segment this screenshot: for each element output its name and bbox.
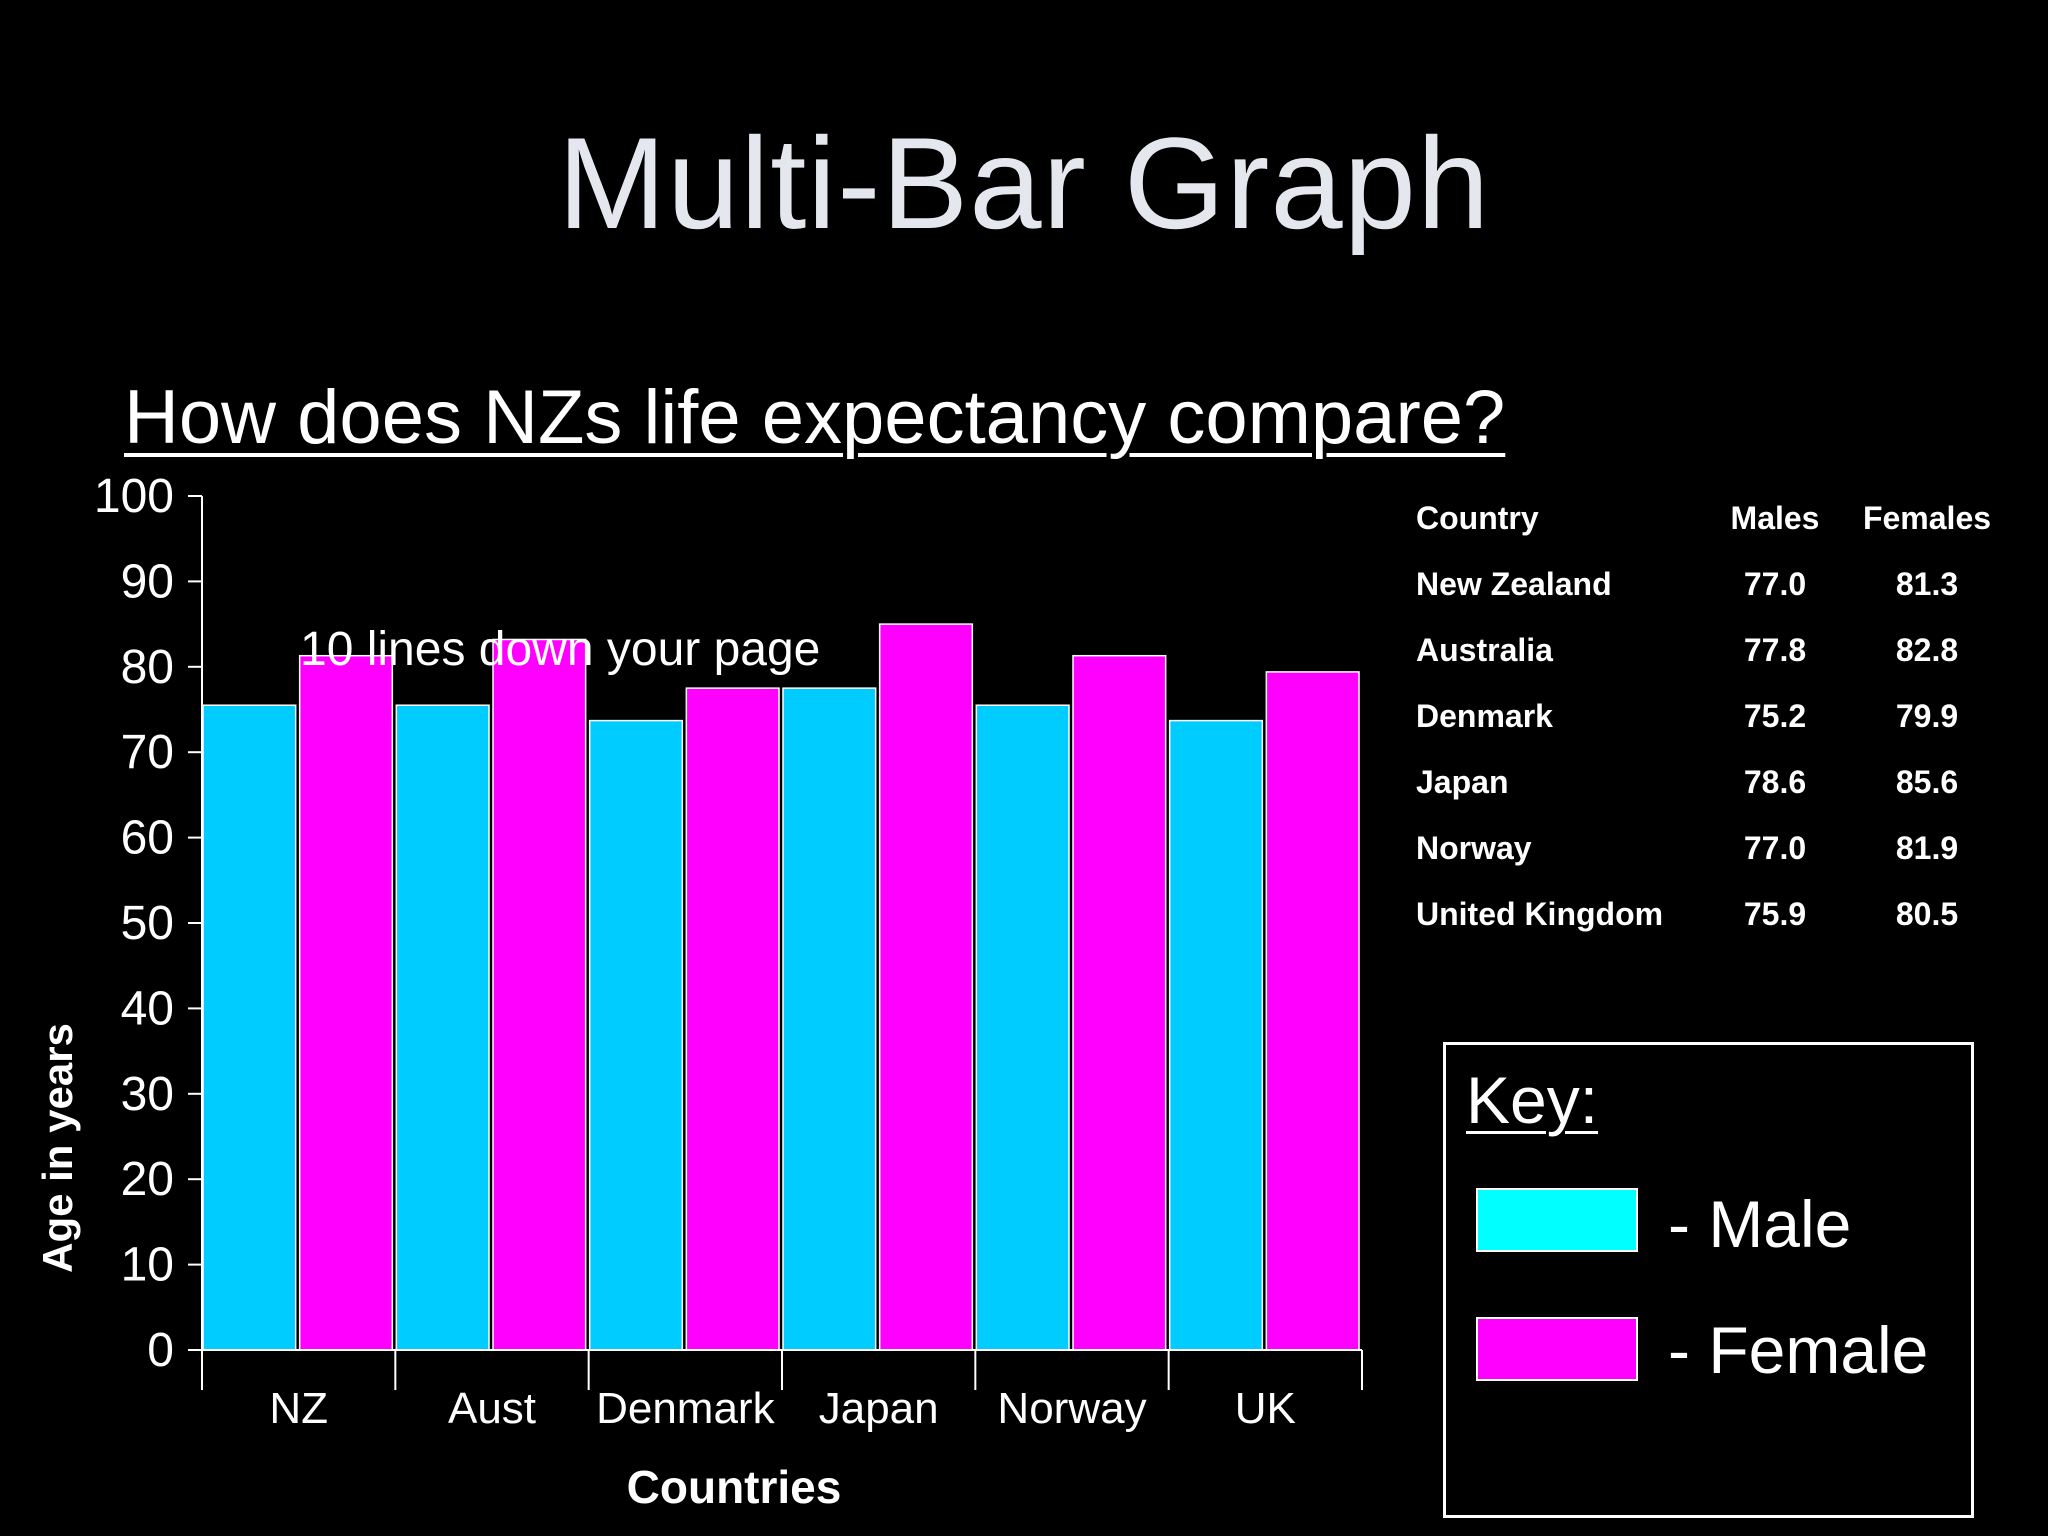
table-cell-country: United Kingdom [1416,896,1664,932]
table-cell-country: Australia [1416,632,1553,668]
legend-title: Key: [1466,1063,1599,1137]
y-tick-label: 70 [121,726,174,779]
header-males: Males [1730,500,1820,536]
table-cell-males: 77.0 [1743,566,1807,602]
bar-male-japan [782,687,877,1351]
table-cell-females: 81.3 [1895,566,1959,602]
bar-female-nz [298,654,394,1351]
table-cell-females: 81.9 [1895,830,1959,866]
legend-swatch-female [1476,1317,1638,1381]
table-cell-males: 75.9 [1743,896,1807,932]
bar-male-uk [1168,719,1264,1351]
legend-label-female: - Female [1668,1313,1929,1387]
table-cell-females: 82.8 [1895,632,1959,668]
bar-female-norway [1072,654,1167,1351]
table-cell-females: 85.6 [1895,764,1959,800]
legend-key-box: Key: - Male - Female [1443,1042,1974,1518]
bar-male-aust [395,704,490,1351]
bar-male-denmark [588,719,684,1351]
y-tick-label: 50 [121,897,174,950]
table-cell-males: 77.8 [1743,632,1807,668]
x-tick-label: Denmark [596,1384,775,1433]
legend-label-male: - Male [1668,1187,1852,1261]
x-tick-label: UK [1235,1384,1296,1433]
header-females: Females [1862,500,1992,536]
overlay-text: 10 lines down your page [300,623,820,676]
bar-male-norway [975,704,1070,1351]
y-tick-label: 80 [121,641,174,694]
table-cell-females: 80.5 [1895,896,1959,932]
table-cell-males: 75.2 [1743,698,1807,734]
y-tick-label: 60 [121,812,174,865]
y-tick-label: 10 [121,1239,174,1292]
x-tick-label: Aust [448,1384,536,1433]
y-axis-title: Age in years [34,1023,81,1273]
y-tick-label: 0 [147,1324,174,1377]
table-cell-country: New Zealand [1416,566,1612,602]
table-cell-males: 77.0 [1743,830,1807,866]
y-tick-label: 30 [121,1068,174,1121]
bar-female-uk [1265,671,1360,1351]
table-cell-country: Norway [1416,830,1532,866]
bar-female-japan [878,623,974,1351]
y-tick-label: 90 [121,555,174,608]
chart-question-heading: How does NZs life expectancy compare? [124,375,1506,460]
bar-male-nz [202,704,297,1351]
x-axis-title: Countries [627,1461,842,1513]
y-tick-label: 40 [121,982,174,1035]
legend-swatch-male [1476,1188,1638,1252]
table-cell-country: Japan [1416,764,1509,800]
x-tick-label: Norway [997,1384,1146,1433]
header-country: Country [1416,500,1539,536]
table-cell-females: 79.9 [1895,698,1959,734]
table-cell-males: 78.6 [1743,764,1807,800]
bar-female-aust [492,638,587,1351]
bar-female-denmark [685,687,780,1351]
x-tick-label: Japan [819,1384,939,1433]
y-tick-label: 20 [121,1153,174,1206]
slide-title: Multi-Bar Graph [557,110,1491,256]
table-cell-country: Denmark [1416,698,1553,734]
y-tick-label: 100 [94,470,174,523]
x-tick-label: NZ [269,1384,328,1433]
